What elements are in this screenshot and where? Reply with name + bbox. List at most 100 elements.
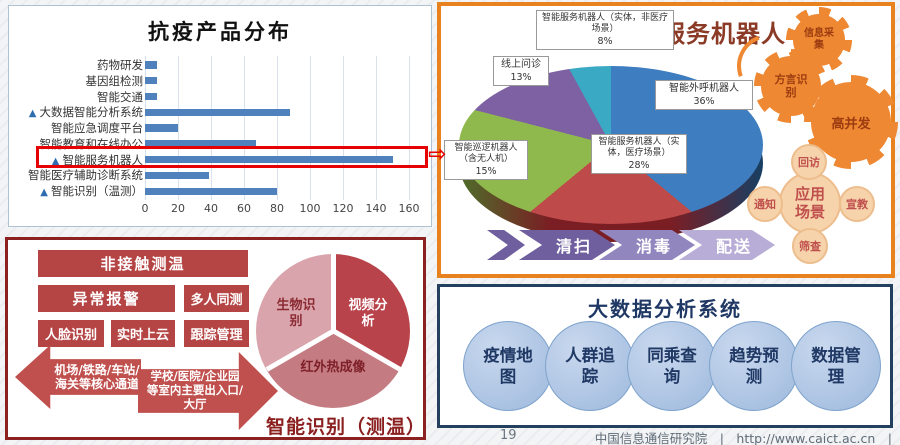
x-tick: 100	[299, 202, 321, 215]
marker-triangle-icon: ▲	[28, 108, 37, 120]
feature-label: 非接触测温	[100, 255, 186, 273]
pie-callout-value: 28%	[628, 159, 650, 171]
bigdata-title: 大数据分析系统	[588, 297, 742, 321]
bar	[145, 92, 157, 101]
bar-row: ▲智能交通	[9, 89, 433, 105]
bar-chart-panel: 抗疫产品分布 ▲药物研发 ▲基因组检测 ▲智能交通 ▲大数据智能分析系统 ▲智能…	[8, 5, 432, 227]
bigdata-circle-management: 数据管理	[791, 321, 881, 411]
feature-label: 人脸识别	[44, 328, 97, 343]
bar-label: 药物研发	[97, 57, 143, 72]
x-tick: 80	[270, 202, 284, 215]
scenario-circle-notify: 通知	[747, 186, 783, 222]
bar-chart-title: 抗疫产品分布	[148, 20, 292, 44]
bar-row: ▲药物研发	[9, 57, 433, 73]
highlight-box	[36, 146, 428, 168]
bar-label: 智能医疗辅助诊断系统	[28, 168, 143, 183]
bar	[145, 171, 210, 180]
service-robot-panel: 智能服务机器人 智能服务机器人（实体，非医疗场景） 8% 线上问诊 13% 智能…	[437, 2, 900, 278]
feature-box-alarm: 异常报警	[38, 285, 175, 312]
pie-callout-label: 智能外呼机器人	[669, 83, 739, 94]
gear-label: 方言识别	[774, 72, 808, 99]
x-tick: 0	[141, 202, 149, 215]
bigdata-circle-map: 疫情地图	[463, 321, 553, 411]
scenario-label: 宣教	[846, 198, 868, 211]
page-number: 19	[500, 428, 517, 443]
bar	[145, 108, 291, 117]
bigdata-label: 疫情地图	[483, 345, 533, 386]
right-arrow: 学校/医院/企业园等室内主要出入口/大厅	[138, 352, 278, 430]
marker-triangle-icon: ▲	[40, 187, 48, 199]
pie-callout-label: 智能巡逻机器人（含无人机）	[454, 143, 518, 165]
bar-rows: ▲药物研发 ▲基因组检测 ▲智能交通 ▲大数据智能分析系统 ▲智能应急调度平台 …	[9, 57, 433, 199]
feature-box-cloud: 实时上云	[111, 320, 175, 347]
flow-step-label: 消毒	[635, 237, 672, 256]
bigdata-panel: 大数据分析系统 疫情地图 人群追踪 同乘查询 趋势预测 数据管理	[437, 284, 893, 428]
x-tick: 120	[332, 202, 354, 215]
bar-row: ▲基因组检测	[9, 73, 433, 89]
scenario-label: 通知	[754, 198, 776, 211]
bar-label: 智能服务机器人	[62, 152, 144, 167]
scenario-center-circle: 应用场景	[779, 172, 841, 234]
pie-callout-online: 线上问诊 13%	[493, 56, 549, 87]
feature-box-face: 人脸识别	[38, 320, 104, 347]
cycle-segment-label: 视频分析	[348, 298, 388, 330]
pie-callout-patrol: 智能巡逻机器人（含无人机） 15%	[444, 140, 528, 181]
marker-triangle-icon: ▲	[51, 155, 60, 167]
feature-label: 实时上云	[116, 328, 169, 343]
bigdata-label: 趋势预测	[729, 345, 779, 386]
pie-callout-nonmedical: 智能服务机器人（实体，非医疗场景） 8%	[536, 10, 674, 51]
feature-box-tracking: 跟踪管理	[184, 320, 249, 347]
bigdata-label: 同乘查询	[647, 345, 697, 386]
bigdata-label: 人群追踪	[565, 345, 615, 386]
footer-text: 中国信息通信研究院 | http://www.caict.ac.cn |	[594, 431, 892, 445]
bigdata-label: 数据管理	[811, 345, 861, 386]
bar	[145, 76, 157, 85]
x-tick: 60	[237, 202, 251, 215]
gear-label: 信息采集	[804, 28, 834, 51]
cycle-diagram: 生物识别 视频分析 红外热成像	[256, 254, 410, 408]
bar-label: 智能交通	[97, 89, 143, 104]
pie-callout-label: 智能服务机器人（实体，医疗场景）	[598, 137, 680, 159]
cycle-divider	[330, 254, 336, 331]
x-tick: 40	[204, 202, 218, 215]
flow-step-label: 清扫	[555, 237, 592, 256]
x-tick: 20	[171, 202, 185, 215]
bar-row: ▲ 智能识别（温测）	[9, 183, 433, 199]
cycle-segment-label: 红外热成像	[300, 360, 366, 375]
x-axis: 0 20 40 60 80 100 120 140 160	[9, 202, 433, 216]
right-arrow-label: 学校/医院/企业园等室内主要出入口/大厅	[146, 369, 244, 411]
bar	[145, 61, 157, 69]
pie-callout-value: 13%	[510, 71, 532, 83]
feature-label: 跟踪管理	[190, 328, 243, 343]
cycle-segment-label: 生物识别	[276, 298, 316, 330]
scenario-label: 回访	[798, 156, 820, 169]
feature-label: 异常报警	[72, 290, 141, 308]
bar-row: ▲智能应急调度平台	[9, 120, 433, 136]
bar	[145, 155, 393, 164]
bar	[145, 124, 178, 132]
bar	[145, 140, 256, 148]
bar-label: 智能识别（温测）	[51, 184, 143, 199]
pie-callout-outbound: 智能外呼机器人 36%	[655, 80, 753, 111]
bigdata-circle-trend: 趋势预测	[709, 321, 799, 411]
gear-label: 高并发	[831, 116, 871, 132]
recognition-title: 智能识别（测温）	[266, 416, 427, 438]
pie-callout-value: 36%	[693, 95, 715, 107]
pie-callout-value: 8%	[597, 35, 613, 47]
scenario-circle-education: 宣教	[839, 186, 875, 222]
left-arrow-label: 机场/铁路/车站/海关等核心通道	[54, 362, 140, 391]
feature-label: 多人同测	[190, 293, 243, 308]
pie-callout-label: 线上问诊	[501, 59, 541, 70]
bar-row: ▲智能医疗辅助诊断系统	[9, 168, 433, 184]
scenario-circle-screening: 筛查	[792, 228, 828, 264]
scenario-center-label: 应用场景	[794, 185, 825, 221]
x-tick: 160	[398, 202, 420, 215]
bar	[145, 187, 277, 196]
bar-label: 大数据智能分析系统	[39, 105, 144, 120]
bar-row: ▲ 大数据智能分析系统	[9, 104, 433, 120]
x-tick: 140	[365, 202, 387, 215]
bigdata-circle-tracking: 人群追踪	[545, 321, 635, 411]
scenario-label: 筛查	[799, 240, 821, 253]
flow-arrow-lead	[487, 230, 525, 260]
